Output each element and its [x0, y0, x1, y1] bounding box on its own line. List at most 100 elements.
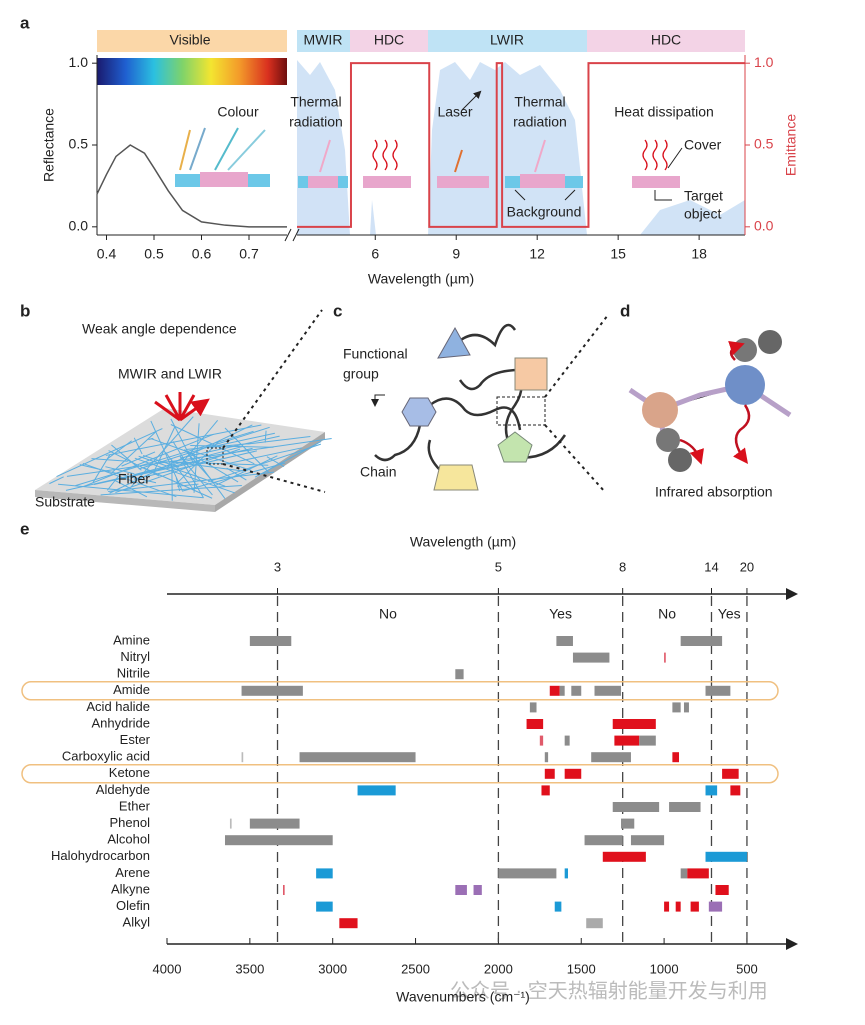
panel-d: Infrared absorption — [628, 330, 792, 500]
atom — [725, 365, 765, 405]
band-bar — [544, 768, 555, 779]
annotation: Laser — [437, 104, 472, 120]
band-bar — [249, 636, 292, 646]
radiation-arrow — [319, 139, 546, 173]
fiber — [79, 464, 157, 484]
fiber — [83, 433, 214, 487]
pointer — [514, 189, 576, 201]
band-bar — [612, 719, 656, 729]
fiber — [160, 461, 269, 466]
text: Fiber — [118, 471, 150, 487]
panel-labels: a b c d e — [20, 13, 630, 538]
band-bar — [539, 735, 544, 746]
band-bar — [564, 868, 568, 879]
annotation: Colour — [217, 104, 259, 120]
y2-tick-label: 0.0 — [754, 218, 774, 234]
absorption-arrow — [733, 404, 751, 465]
atom — [758, 330, 782, 354]
x-tick-label: 6 — [371, 246, 379, 262]
band-bar — [357, 785, 396, 796]
group-hexagon — [401, 397, 437, 427]
fiber — [58, 483, 204, 499]
fiber — [111, 431, 156, 474]
colorbar — [97, 58, 287, 85]
laser-beam — [454, 149, 463, 173]
annotation: Target — [684, 188, 723, 204]
fiber — [226, 467, 247, 481]
text: group — [343, 366, 379, 382]
band-bar — [224, 835, 333, 846]
fiber — [56, 428, 163, 477]
band-bar — [316, 868, 333, 879]
fiber — [264, 430, 267, 443]
atom — [642, 392, 678, 428]
band-bar — [299, 752, 416, 763]
top-tick-label: 3 — [274, 559, 281, 574]
fiber — [183, 463, 204, 498]
top-tick-label: 8 — [619, 559, 626, 574]
text: Weak angle dependence — [82, 321, 237, 337]
band-bar — [612, 802, 660, 812]
row-label: Carboxylic acid — [62, 749, 150, 764]
highlight — [21, 764, 779, 784]
band-header — [297, 30, 350, 52]
row-label: Alkyl — [123, 915, 151, 930]
band-bar — [339, 918, 358, 929]
annotation: Background — [507, 204, 582, 220]
band-bar — [572, 652, 610, 663]
fiber — [105, 466, 135, 475]
band-bar — [683, 702, 689, 713]
band-bar — [529, 702, 537, 713]
band-bar — [664, 901, 670, 912]
film — [200, 172, 248, 187]
x-tick-label: 3000 — [318, 961, 347, 976]
fiber — [121, 451, 156, 467]
watermark: 公众号 · 空天热辐射能量开发与利用 — [450, 979, 768, 1002]
pointer — [654, 147, 683, 201]
zoom-box — [206, 447, 224, 465]
x-tick-label: 2000 — [484, 961, 513, 976]
row-label: Phenol — [110, 815, 151, 830]
y-tick-label: 0.0 — [69, 218, 89, 234]
band-bar — [249, 818, 300, 829]
y2-axis-label: Emittance — [783, 114, 799, 176]
fiber — [108, 450, 160, 477]
arrows — [179, 127, 266, 171]
fiber — [106, 476, 119, 491]
band-bar — [672, 752, 680, 763]
band-bar — [715, 885, 729, 895]
row-label: Aldehyde — [96, 782, 150, 797]
region-label: No — [658, 606, 676, 622]
fiber — [100, 485, 242, 496]
group-square — [514, 357, 548, 391]
band-bar — [241, 752, 244, 763]
band-bar — [554, 901, 562, 912]
y2-tick-label: 1.0 — [754, 54, 774, 70]
pointer — [461, 90, 482, 111]
panel-label: a — [20, 13, 30, 32]
x-tick-label: 15 — [610, 246, 626, 262]
fiber — [75, 430, 254, 487]
fiber — [266, 456, 285, 468]
zoom-box — [496, 396, 546, 426]
band-bar — [621, 818, 635, 829]
fiber — [106, 440, 132, 460]
band-bar — [687, 868, 709, 879]
band-bar — [498, 868, 557, 879]
band-bar — [316, 901, 333, 912]
heat-waves — [372, 139, 668, 171]
band-bar — [591, 752, 631, 763]
fiber — [134, 445, 244, 476]
fiber — [130, 416, 194, 488]
region-label: Yes — [549, 606, 572, 622]
band-bar — [564, 735, 570, 746]
fiber — [93, 461, 200, 486]
region-label: Yes — [718, 606, 741, 622]
row-label: Nitryl — [120, 649, 150, 664]
band-bar — [680, 868, 688, 879]
zoom-line — [544, 314, 609, 493]
annotation: radiation — [289, 114, 343, 130]
x-tick-label: 0.4 — [97, 246, 117, 262]
band-label: HDC — [651, 32, 681, 48]
